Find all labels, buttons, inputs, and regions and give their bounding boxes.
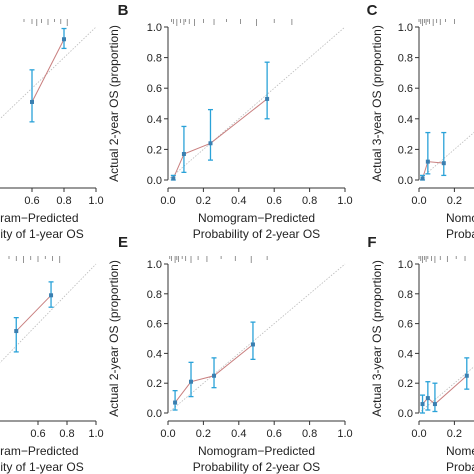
panel-b-data-point xyxy=(208,141,213,146)
panel-b-y-axis-label: Actual 2-year OS (proportion) xyxy=(107,25,121,182)
panel-b-y-tick-label: 1.0 xyxy=(147,22,162,34)
panel-e-y-axis-label: Actual 2-year OS (proportion) xyxy=(107,260,121,417)
panel-f-y-tick-label: 0.8 xyxy=(398,289,413,301)
panel-d-ideal-line xyxy=(0,263,97,364)
panel-a-x-tick-label: 0.6 xyxy=(24,195,39,207)
panel-e-data-point xyxy=(189,379,194,384)
panel-b-x-tick-label: 0.8 xyxy=(302,195,317,207)
panel-f-y-axis-label: Actual 3-year OS (proportion) xyxy=(370,260,384,417)
panel-c-y-tick-label: 1.0 xyxy=(398,22,413,34)
panel-c-x-axis-label-line2: Proba xyxy=(446,227,474,241)
panel-e-x-axis-label-line1: Nomogram−Predicted xyxy=(198,444,315,458)
panel-b-x-tick-label: 0.2 xyxy=(196,195,211,207)
panel-c-y-tick-label: 0.2 xyxy=(398,144,413,156)
panel-e-y-tick-label: 0.6 xyxy=(147,319,162,331)
panel-f-y-tick-label: 0.0 xyxy=(398,408,413,420)
panel-c-calibration-line xyxy=(422,161,444,179)
panel-b-x-tick-label: 0.4 xyxy=(231,195,246,207)
panel-a-x-tick-label: 0.8 xyxy=(56,195,71,207)
panel-d-x-tick-label: 1.0 xyxy=(88,428,103,440)
panel-e-data-point xyxy=(173,400,178,405)
panel-d-x-tick-label: 0.6 xyxy=(30,428,45,440)
panel-b-y-tick-label: 0.8 xyxy=(147,53,162,65)
panel-e-y-tick-label: 1.0 xyxy=(147,259,162,271)
panel-d-data-point xyxy=(49,293,54,298)
panel-c-y-tick-label: 0.6 xyxy=(398,83,413,95)
panel-e-x-tick-label: 0.8 xyxy=(302,428,317,440)
panel-f-y-tick-label: 0.6 xyxy=(398,319,413,331)
panel-e-x-tick-label: 0.2 xyxy=(196,428,211,440)
panel-f-x-tick-label: 0.2 xyxy=(447,428,462,440)
panel-c-y-tick-label: 0.0 xyxy=(398,175,413,187)
panel-f-x-tick-label: 0.0 xyxy=(411,428,426,440)
panel-e-x-axis-label-line2: Probability of 2-year OS xyxy=(193,460,320,474)
panel-e-data-point xyxy=(212,373,217,378)
panel-c-y-tick-label: 0.4 xyxy=(398,114,413,126)
panel-f-data-point xyxy=(432,402,437,407)
panel-b-x-tick-label: 1.0 xyxy=(337,195,352,207)
panel-b-y-tick-label: 0.0 xyxy=(147,175,162,187)
panel-c-y-tick-label: 0.8 xyxy=(398,53,413,65)
panel-e-calibration-line xyxy=(174,344,254,403)
panel-c-data-point xyxy=(441,161,446,166)
panel-c-x-axis-label-line1: Nomo xyxy=(446,211,474,225)
panel-a-x-tick-label: 1.0 xyxy=(88,195,103,207)
panel-b-calibration-line xyxy=(172,98,268,179)
panel-a-ideal-line xyxy=(0,26,97,120)
panel-e-ideal-line xyxy=(167,263,346,414)
panel-c-panel-letter: C xyxy=(367,2,378,19)
panel-a-x-axis-label-line2: Probability of 1-year OS xyxy=(0,227,84,241)
panel-d-data-point xyxy=(14,329,19,334)
panel-c-y-axis-label: Actual 3-year OS (proportion) xyxy=(370,25,384,182)
panel-e-x-tick-label: 0.4 xyxy=(231,428,246,440)
panel-d-x-tick-label: 0.8 xyxy=(59,428,74,440)
panel-d-x-axis-label-line1: Nomogram−Predicted xyxy=(0,444,79,458)
panel-e-x-tick-label: 0.6 xyxy=(267,428,282,440)
panel-b-data-point xyxy=(171,176,176,181)
panel-b-ideal-line xyxy=(167,26,346,181)
panel-b-y-tick-label: 0.4 xyxy=(147,114,162,126)
panel-f-data-point xyxy=(464,373,469,378)
panel-b-data-point xyxy=(265,96,270,101)
panel-e-y-tick-label: 0.8 xyxy=(147,289,162,301)
panel-e-y-tick-label: 0.2 xyxy=(147,378,162,390)
panel-c-data-point xyxy=(420,176,425,181)
panel-f-x-axis-label-line1: Nome xyxy=(446,444,474,458)
panel-e-data-point xyxy=(250,342,255,347)
panel-b-y-tick-label: 0.6 xyxy=(147,83,162,95)
panel-b-x-axis-label-line1: Nomogram−Predicted xyxy=(198,211,315,225)
panel-f-y-tick-label: 0.2 xyxy=(398,378,413,390)
panel-a-calibration-line xyxy=(31,39,65,103)
panel-d-calibration-line xyxy=(15,294,52,332)
panel-f-y-tick-label: 1.0 xyxy=(398,259,413,271)
panel-e-x-tick-label: 1.0 xyxy=(337,428,352,440)
panel-f-panel-letter: F xyxy=(367,234,376,251)
panel-d-x-axis-label-line2: Probability of 1-year OS xyxy=(0,460,84,474)
panel-b-x-axis-label-line2: Probability of 2-year OS xyxy=(193,227,320,241)
panel-e-y-tick-label: 0.0 xyxy=(147,408,162,420)
panel-e-y-tick-label: 0.4 xyxy=(147,348,162,360)
panel-a-data-point xyxy=(30,99,34,104)
panel-b-y-tick-label: 0.2 xyxy=(147,144,162,156)
panel-e-panel-letter: E xyxy=(118,234,128,251)
panel-c-x-tick-label: 0.2 xyxy=(447,195,462,207)
panel-f-y-tick-label: 0.4 xyxy=(398,348,413,360)
panel-c-x-tick-label: 0.0 xyxy=(411,195,426,207)
panel-a-x-axis-label-line1: Nomogram−Predicted xyxy=(0,211,79,225)
panel-f-data-point xyxy=(420,402,425,407)
panel-e-x-tick-label: 0.0 xyxy=(160,428,175,440)
panel-b-x-tick-label: 0.0 xyxy=(160,195,175,207)
panel-f-calibration-line xyxy=(422,375,468,405)
panel-f-data-point xyxy=(425,396,430,401)
panel-b-data-point xyxy=(181,151,186,156)
panel-a-data-point xyxy=(62,37,66,42)
panel-b-x-tick-label: 0.6 xyxy=(267,195,282,207)
panel-f-x-axis-label-line2: Proba xyxy=(446,460,474,474)
panel-c-data-point xyxy=(425,159,430,164)
panel-b-panel-letter: B xyxy=(118,2,129,19)
